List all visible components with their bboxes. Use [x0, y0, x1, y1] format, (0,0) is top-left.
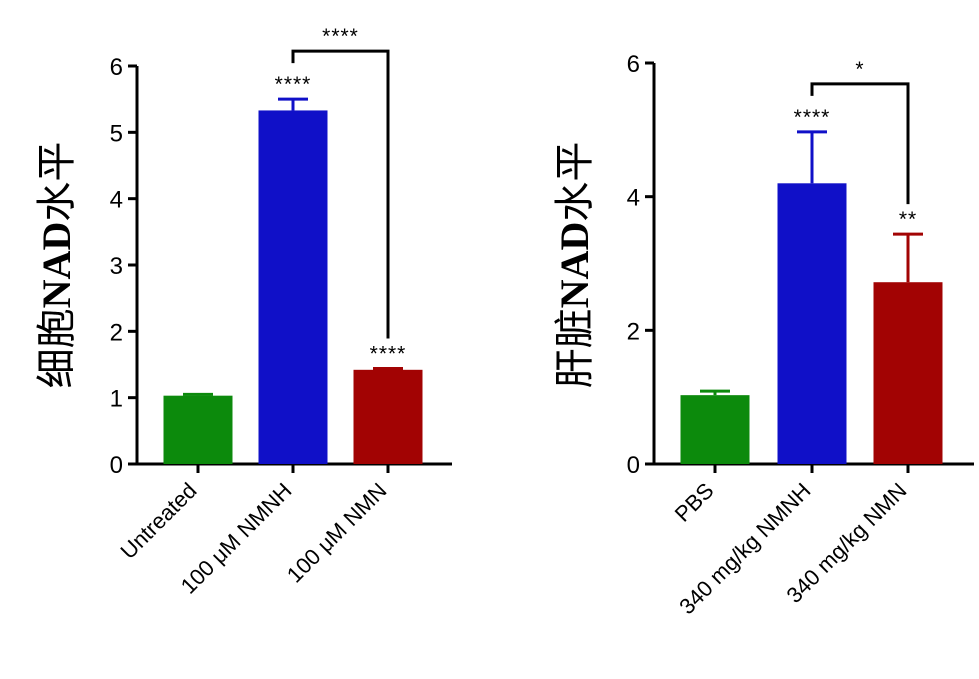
y-axis-label-part-3: 水平: [34, 142, 80, 222]
bar: [777, 183, 847, 465]
y-tick-label: 5: [110, 120, 123, 147]
y-axis-label: 细胞NAD水平: [34, 142, 80, 389]
category-label: 100 μM NMN: [282, 478, 392, 588]
bar: [680, 395, 750, 464]
bar-pbs: PBS: [670, 389, 750, 527]
significance-label: ****: [275, 73, 312, 96]
bar: [258, 110, 328, 465]
bar-nmnh: **** 340 mg/kg NMNH: [674, 106, 847, 619]
y-axis-label-part-2: NAD: [552, 222, 597, 309]
bar: [353, 369, 423, 464]
y-tick-label: 1: [110, 386, 123, 413]
comparison-label: *: [855, 58, 864, 81]
y-tick-label: 3: [110, 253, 123, 280]
category-label: Untreated: [116, 478, 202, 564]
category-label: PBS: [670, 478, 719, 527]
significance-label: ****: [794, 106, 831, 129]
comparison-bracket: [810, 82, 910, 205]
y-tick-label: 0: [110, 452, 123, 479]
significance-label: ****: [370, 342, 407, 365]
comparison-bracket: [291, 49, 390, 339]
y-axis-label: 肝脏NAD水平: [552, 142, 598, 389]
chart-cell-nad: 细胞NAD水平 0 1 2 3 4 5 6 Untreated: [34, 25, 452, 599]
bar: [873, 282, 943, 464]
y-axis-label-part-3: 水平: [552, 142, 598, 222]
y-tick-label: 6: [110, 54, 123, 81]
bar-untreated: Untreated: [116, 392, 233, 564]
y-tick-label: 2: [110, 319, 123, 346]
significance-label: **: [899, 208, 917, 231]
y-ticks: 0 2 4 6: [627, 51, 654, 479]
y-ticks: 0 1 2 3 4 5 6: [110, 54, 137, 479]
chart-liver-nad: 肝脏NAD水平 0 2 4 6 PBS ****: [552, 51, 974, 619]
y-tick-label: 4: [627, 185, 640, 212]
y-tick-label: 6: [627, 51, 640, 78]
y-axis-label-part-1: 细胞: [34, 308, 80, 388]
y-axis-label-part-2: NAD: [34, 222, 79, 309]
y-tick-label: 4: [110, 187, 123, 214]
comparison-label: ****: [322, 25, 359, 48]
bar: [163, 395, 233, 464]
y-tick-label: 2: [627, 318, 640, 345]
bar-nmnh: **** 100 μM NMNH: [176, 73, 328, 599]
y-tick-label: 0: [627, 452, 640, 479]
y-axis-label-part-1: 肝脏: [552, 308, 598, 388]
